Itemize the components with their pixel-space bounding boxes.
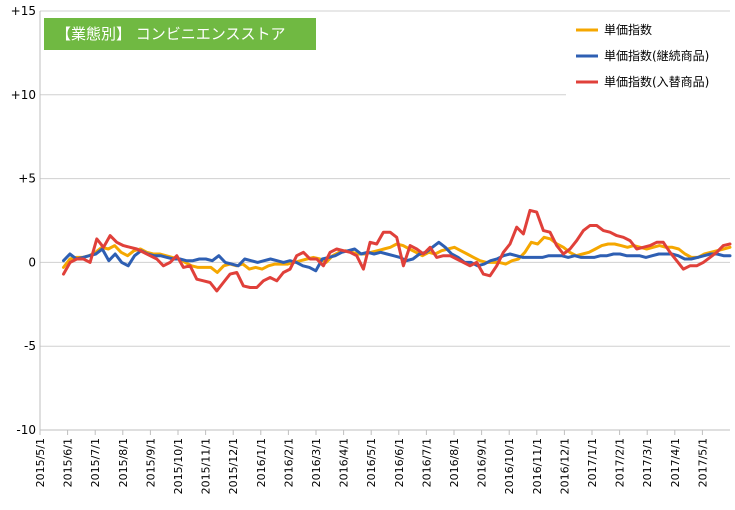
y-tick-label: +15 <box>11 4 36 18</box>
x-tick-label: 2016/12/1 <box>558 438 571 494</box>
x-tick-label: 2016/9/1 <box>476 438 489 487</box>
x-tick-label: 2015/9/1 <box>144 438 157 487</box>
y-tick-labels: +15 +10 +5 0 -5 -10 <box>11 4 36 437</box>
chart-title-text: 【業態別】 コンビニエンスストア <box>56 25 285 43</box>
y-tick-label: -5 <box>24 339 36 353</box>
x-tick-label: 2017/3/1 <box>641 438 654 487</box>
x-tick-label: 2016/8/1 <box>448 438 461 487</box>
legend-label-unit-price-index: 単価指数 <box>604 22 652 37</box>
x-tick-label: 2016/7/1 <box>420 438 433 487</box>
x-tick-label: 2016/4/1 <box>338 438 351 487</box>
chart-title: 【業態別】 コンビニエンスストア <box>44 18 316 50</box>
legend: 単価指数 単価指数(継続商品) 単価指数(入替商品) <box>566 14 730 98</box>
x-tick-label: 2015/6/1 <box>62 438 75 487</box>
x-tick-label: 2016/11/1 <box>531 438 544 494</box>
legend-label-replaced-items: 単価指数(入替商品) <box>604 74 709 89</box>
x-tick-label: 2015/11/1 <box>200 438 213 494</box>
x-tick-label: 2016/5/1 <box>365 438 378 487</box>
x-tick-label: 2016/1/1 <box>255 438 268 487</box>
x-tick-label: 2017/1/1 <box>586 438 599 487</box>
y-tick-label: 0 <box>28 255 36 269</box>
y-tick-label: +10 <box>11 88 36 102</box>
legend-label-continuing-items: 単価指数(継続商品) <box>604 48 709 63</box>
x-tick-label: 2015/8/1 <box>117 438 130 487</box>
x-tick-label: 2015/10/1 <box>172 438 185 494</box>
series-lines <box>62 208 732 293</box>
x-tick-label: 2015/7/1 <box>89 438 102 487</box>
x-tick-label: 2016/3/1 <box>310 438 323 487</box>
series-line-2 <box>62 208 732 293</box>
x-tick-label: 2017/4/1 <box>669 438 682 487</box>
x-tick-label: 2016/10/1 <box>503 438 516 494</box>
x-tick-label: 2015/12/1 <box>227 438 240 494</box>
x-tick-label: 2017/2/1 <box>614 438 627 487</box>
x-tick-label: 2015/5/1 <box>34 438 47 487</box>
x-tick-labels: 2015/5/1 2015/6/1 2015/7/1 2015/8/1 2015/9/1… <box>34 430 709 494</box>
y-tick-label: +5 <box>18 172 36 186</box>
y-tick-label: -10 <box>16 423 36 437</box>
x-tick-label: 2017/5/1 <box>696 438 709 487</box>
chart-title-background <box>44 18 316 50</box>
axes <box>39 11 730 431</box>
x-tick-label: 2016/6/1 <box>393 438 406 487</box>
x-tick-label: 2016/2/1 <box>282 438 295 487</box>
